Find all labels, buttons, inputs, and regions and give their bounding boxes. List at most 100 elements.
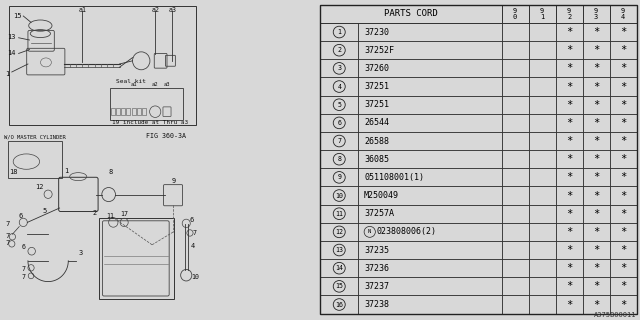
- Text: *: *: [593, 45, 599, 55]
- Text: 18: 18: [9, 169, 17, 175]
- Text: *: *: [593, 154, 599, 164]
- Text: 4: 4: [337, 84, 341, 90]
- Bar: [582, 277, 610, 295]
- Bar: [320, 187, 358, 204]
- Bar: [358, 187, 502, 204]
- Bar: [358, 168, 502, 187]
- Bar: [358, 132, 502, 150]
- Text: *: *: [566, 172, 572, 182]
- Text: *: *: [593, 27, 599, 37]
- Text: 9
0: 9 0: [513, 8, 517, 20]
- Text: 3: 3: [337, 65, 341, 71]
- Bar: [582, 150, 610, 168]
- Bar: [358, 150, 502, 168]
- Text: 14: 14: [335, 265, 343, 271]
- Text: 12: 12: [35, 184, 44, 190]
- Text: *: *: [620, 190, 627, 201]
- Bar: [529, 132, 556, 150]
- Bar: [320, 277, 358, 295]
- Text: *: *: [620, 154, 627, 164]
- Text: a3: a3: [168, 7, 176, 12]
- Bar: [358, 223, 502, 241]
- Text: Seal kit: Seal kit: [116, 79, 147, 84]
- Bar: [529, 259, 556, 277]
- Text: 9: 9: [172, 178, 176, 184]
- Text: *: *: [593, 136, 599, 146]
- Text: a2: a2: [152, 82, 159, 87]
- Text: *: *: [566, 45, 572, 55]
- Text: N: N: [368, 229, 371, 234]
- Text: *: *: [566, 300, 572, 309]
- Bar: [358, 259, 502, 277]
- Bar: [610, 132, 637, 150]
- Text: 37251: 37251: [364, 82, 389, 91]
- Bar: [529, 41, 556, 59]
- Bar: [610, 277, 637, 295]
- Text: *: *: [620, 227, 627, 237]
- Text: 15: 15: [13, 13, 21, 19]
- Bar: [502, 59, 529, 77]
- Bar: [320, 41, 358, 59]
- Bar: [529, 295, 556, 314]
- Text: 2: 2: [93, 210, 97, 216]
- Text: *: *: [593, 172, 599, 182]
- Text: *: *: [566, 27, 572, 37]
- Bar: [556, 187, 582, 204]
- Bar: [110, 88, 183, 120]
- Bar: [121, 108, 125, 115]
- Bar: [556, 223, 582, 241]
- Bar: [137, 108, 141, 115]
- Text: *: *: [620, 263, 627, 273]
- Bar: [502, 23, 529, 41]
- Bar: [320, 168, 358, 187]
- Text: a3: a3: [164, 82, 170, 87]
- Text: 12: 12: [335, 229, 343, 235]
- Text: *: *: [593, 300, 599, 309]
- Text: 10: 10: [335, 193, 343, 198]
- Bar: [358, 204, 502, 223]
- Text: 37238: 37238: [364, 300, 389, 309]
- Text: 6: 6: [21, 244, 26, 250]
- Bar: [502, 5, 529, 23]
- Bar: [320, 114, 358, 132]
- Bar: [582, 295, 610, 314]
- Bar: [556, 168, 582, 187]
- Text: 37257A: 37257A: [364, 209, 394, 218]
- Bar: [582, 77, 610, 96]
- Bar: [320, 132, 358, 150]
- Bar: [582, 132, 610, 150]
- Bar: [99, 218, 174, 299]
- Bar: [529, 96, 556, 114]
- Text: *: *: [566, 118, 572, 128]
- Text: *: *: [620, 45, 627, 55]
- Text: 9: 9: [337, 174, 341, 180]
- Text: 9
1: 9 1: [540, 8, 544, 20]
- Bar: [320, 223, 358, 241]
- Bar: [582, 259, 610, 277]
- Bar: [556, 259, 582, 277]
- Text: 1: 1: [65, 168, 69, 174]
- Text: *: *: [620, 136, 627, 146]
- Bar: [556, 295, 582, 314]
- Text: *: *: [620, 300, 627, 309]
- Bar: [320, 96, 358, 114]
- Bar: [502, 96, 529, 114]
- Bar: [556, 277, 582, 295]
- Bar: [556, 114, 582, 132]
- Bar: [358, 114, 502, 132]
- Bar: [111, 108, 115, 115]
- Bar: [502, 41, 529, 59]
- Text: *: *: [620, 281, 627, 291]
- Bar: [582, 23, 610, 41]
- Bar: [502, 77, 529, 96]
- Bar: [556, 241, 582, 259]
- Text: 051108001(1): 051108001(1): [364, 173, 424, 182]
- Text: *: *: [566, 136, 572, 146]
- Bar: [610, 150, 637, 168]
- Text: 1: 1: [337, 29, 341, 35]
- Text: *: *: [593, 227, 599, 237]
- Bar: [131, 108, 136, 115]
- Text: 19 include at Thru a3: 19 include at Thru a3: [112, 120, 188, 125]
- Text: *: *: [566, 100, 572, 110]
- Text: 3: 3: [79, 250, 83, 256]
